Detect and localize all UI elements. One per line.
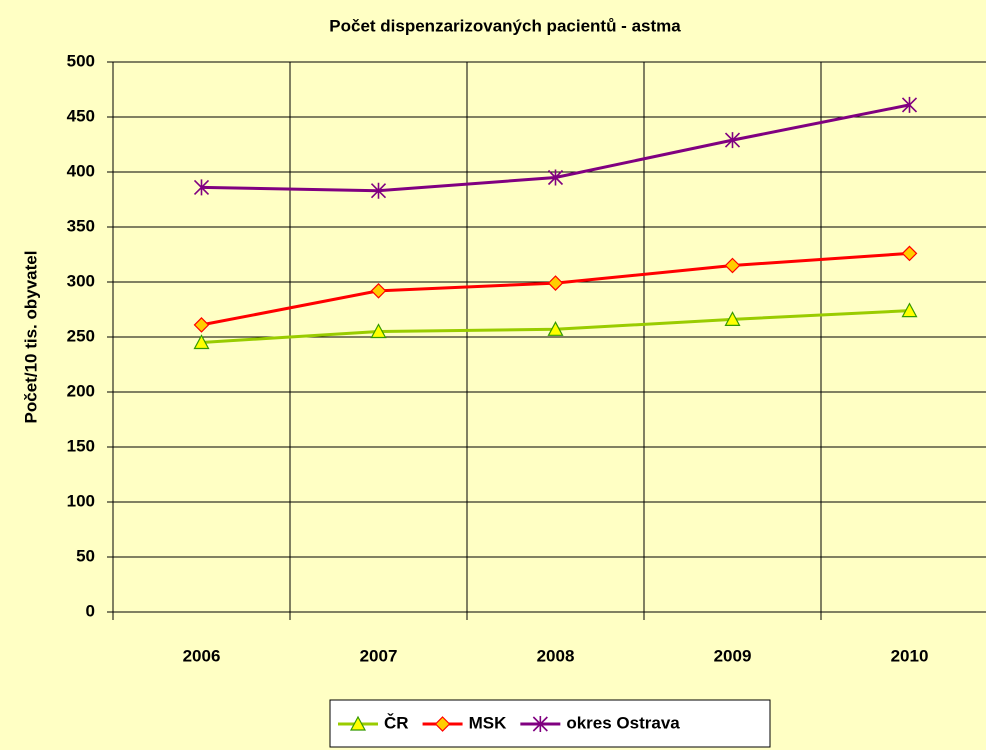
legend-label: okres Ostrava bbox=[566, 713, 680, 732]
y-tick-label: 200 bbox=[67, 381, 95, 400]
marker bbox=[547, 321, 564, 336]
y-axis-label: Počet/10 tis. obyvatel bbox=[21, 251, 40, 424]
marker bbox=[901, 245, 918, 262]
y-tick-label: 350 bbox=[67, 216, 95, 235]
x-tick-label: 2007 bbox=[360, 646, 398, 665]
y-tick-label: 150 bbox=[67, 436, 95, 455]
marker bbox=[370, 282, 387, 299]
y-tick-label: 250 bbox=[67, 326, 95, 345]
marker bbox=[724, 311, 741, 326]
y-tick-label: 300 bbox=[67, 271, 95, 290]
legend-label: ČR bbox=[384, 713, 409, 732]
chart-title: Počet dispenzarizovaných pacientů - astm… bbox=[329, 16, 681, 35]
marker bbox=[193, 179, 210, 196]
marker bbox=[901, 302, 918, 318]
marker bbox=[532, 716, 548, 732]
y-tick-label: 400 bbox=[67, 161, 95, 180]
marker bbox=[193, 317, 210, 333]
marker bbox=[547, 169, 564, 186]
marker bbox=[547, 275, 564, 291]
y-tick-label: 100 bbox=[67, 491, 95, 510]
marker bbox=[193, 334, 210, 350]
y-tick-label: 450 bbox=[67, 106, 95, 125]
marker bbox=[724, 132, 741, 149]
y-tick-label: 500 bbox=[67, 51, 95, 70]
x-tick-label: 2009 bbox=[714, 646, 752, 665]
marker bbox=[724, 257, 741, 274]
y-label-group: Počet/10 tis. obyvatel bbox=[21, 251, 40, 424]
marker bbox=[901, 96, 918, 113]
x-tick-label: 2010 bbox=[891, 646, 929, 665]
y-tick-label: 50 bbox=[76, 546, 95, 565]
marker bbox=[434, 716, 451, 732]
x-tick-label: 2006 bbox=[183, 646, 221, 665]
marker bbox=[349, 715, 367, 731]
marker bbox=[370, 323, 387, 339]
x-tick-label: 2008 bbox=[537, 646, 575, 665]
legend-label: MSK bbox=[469, 713, 508, 732]
marker bbox=[370, 182, 387, 199]
y-tick-label: 0 bbox=[86, 601, 95, 620]
